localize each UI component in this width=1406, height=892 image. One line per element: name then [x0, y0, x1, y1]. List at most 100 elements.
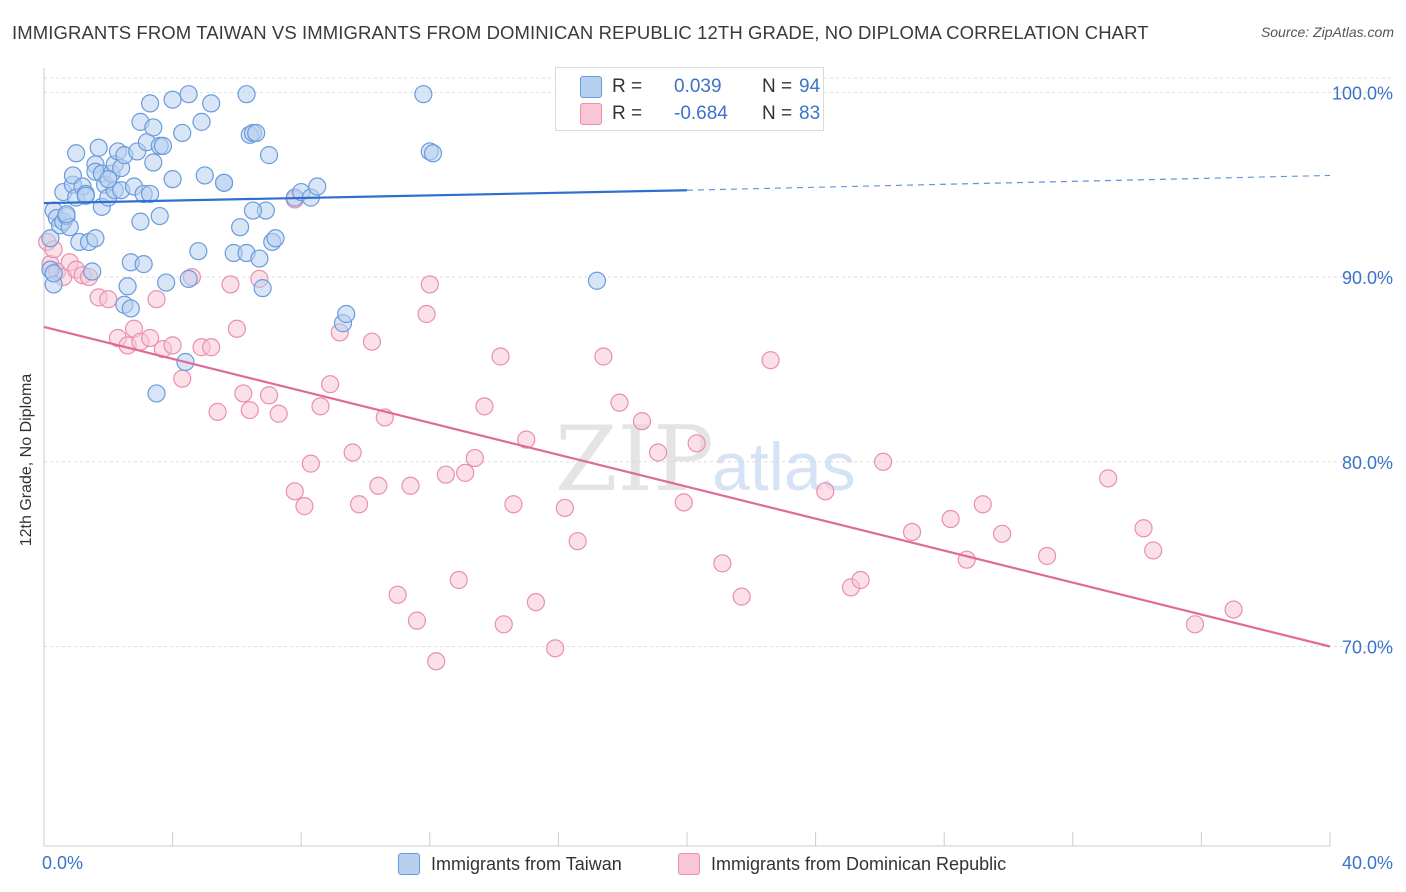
source-credit: Source: ZipAtlas.com — [1260, 24, 1394, 40]
y-tick-label: 70.0% — [1342, 637, 1393, 657]
taiwan-point — [57, 205, 76, 224]
dominican-point — [1099, 469, 1118, 488]
taiwan-swatch — [580, 76, 602, 98]
dominican-point — [301, 454, 320, 473]
dominican-point — [417, 304, 436, 324]
taiwan-point — [243, 201, 263, 220]
taiwan-point — [83, 262, 102, 281]
dominican-point — [851, 570, 870, 590]
taiwan-point — [179, 85, 198, 104]
dominican-point — [992, 524, 1012, 543]
dominican-point — [1224, 600, 1243, 619]
dominican-point — [173, 369, 192, 388]
dominican-point — [517, 430, 536, 449]
taiwan-point — [153, 136, 173, 155]
dominican-point — [874, 452, 893, 471]
dominican-n-label: N = — [762, 103, 793, 124]
dominican-point — [240, 400, 259, 420]
dominican-point — [973, 495, 992, 514]
x-tick-label-max: 40.0% — [1342, 853, 1393, 873]
taiwan-point — [195, 166, 214, 185]
dominican-point — [648, 443, 668, 462]
taiwan-point — [587, 271, 607, 290]
taiwan-point — [89, 138, 108, 157]
dominican-point — [555, 498, 574, 518]
taiwan-point — [131, 212, 150, 231]
y-tick-label: 100.0% — [1332, 83, 1393, 103]
dominican-point — [202, 338, 221, 357]
taiwan-point — [150, 206, 169, 226]
taiwan-point — [173, 123, 192, 143]
taiwan-point — [192, 112, 211, 131]
dominican-r-label: R = — [612, 103, 643, 124]
dominican-point — [349, 495, 369, 514]
chart-title: IMMIGRANTS FROM TAIWAN VS IMMIGRANTS FRO… — [12, 22, 1149, 43]
taiwan-point — [414, 85, 433, 104]
dominican-point — [687, 434, 706, 453]
dominican-point — [594, 347, 613, 366]
legend-item-dominican[interactable]: Immigrants from Dominican Republic — [678, 852, 1006, 876]
dominican-point — [436, 465, 455, 484]
taiwan-point — [259, 146, 279, 165]
dominican-point — [674, 493, 693, 512]
taiwan-point — [237, 85, 256, 104]
dominican-r-value: -0.684 — [674, 103, 728, 124]
watermark-atlas: atlas — [712, 429, 856, 505]
dominican-point — [902, 522, 922, 542]
taiwan-point — [41, 229, 60, 248]
dominican-point — [295, 497, 314, 516]
dominican-point — [221, 275, 240, 294]
dominican-point — [449, 570, 468, 590]
taiwan-point — [247, 123, 266, 143]
taiwan-point — [67, 144, 86, 163]
dominican-point — [343, 443, 362, 462]
legend-taiwan-label: Immigrants from Taiwan — [431, 853, 622, 874]
y-tick-label: 80.0% — [1342, 453, 1393, 473]
taiwan-point — [44, 264, 63, 283]
taiwan-point — [179, 269, 198, 288]
dominican-point — [427, 652, 446, 671]
y-tick-label: 90.0% — [1342, 268, 1393, 288]
taiwan-point — [121, 299, 140, 318]
dominican-point — [732, 587, 751, 606]
dominican-point — [208, 402, 227, 421]
taiwan-point — [308, 177, 327, 196]
dominican-point — [941, 509, 960, 529]
dominican-point — [163, 336, 182, 355]
dominican-point — [568, 532, 587, 551]
dominican-point — [99, 290, 118, 309]
taiwan-point — [250, 249, 269, 268]
dominican-point — [1144, 541, 1163, 560]
dominican-point — [407, 611, 427, 630]
taiwan-point — [266, 229, 285, 248]
taiwan-point — [99, 170, 118, 189]
dominican-point — [227, 319, 246, 338]
dominican-point — [420, 275, 439, 294]
dominican-point — [1185, 615, 1205, 634]
taiwan-point — [423, 144, 443, 163]
dominican-point — [475, 397, 494, 416]
dominican-point — [504, 495, 523, 514]
taiwan-point — [147, 384, 166, 403]
dominican-point — [816, 482, 835, 501]
taiwan-point — [140, 184, 160, 204]
taiwan-r-value: 0.039 — [674, 76, 722, 97]
taiwan-point — [118, 277, 137, 296]
legend-dominican-swatch — [678, 853, 700, 875]
taiwan-point — [144, 153, 163, 172]
dominican-point — [632, 412, 652, 431]
dominican-point — [494, 615, 513, 634]
taiwan-point — [189, 242, 208, 261]
taiwan-n-label: N = — [762, 76, 793, 97]
taiwan-point — [253, 279, 272, 298]
taiwan-point — [163, 90, 182, 109]
legend-dominican-label: Immigrants from Dominican Republic — [711, 853, 1007, 874]
dominican-point — [234, 384, 253, 403]
dominican-point — [259, 386, 279, 405]
dominican-n-value: 83 — [799, 103, 821, 124]
dominican-point — [369, 476, 388, 495]
legend-taiwan-swatch — [398, 853, 420, 875]
taiwan-trend-line — [43, 189, 688, 205]
legend-item-taiwan[interactable]: Immigrants from Taiwan — [398, 852, 622, 876]
